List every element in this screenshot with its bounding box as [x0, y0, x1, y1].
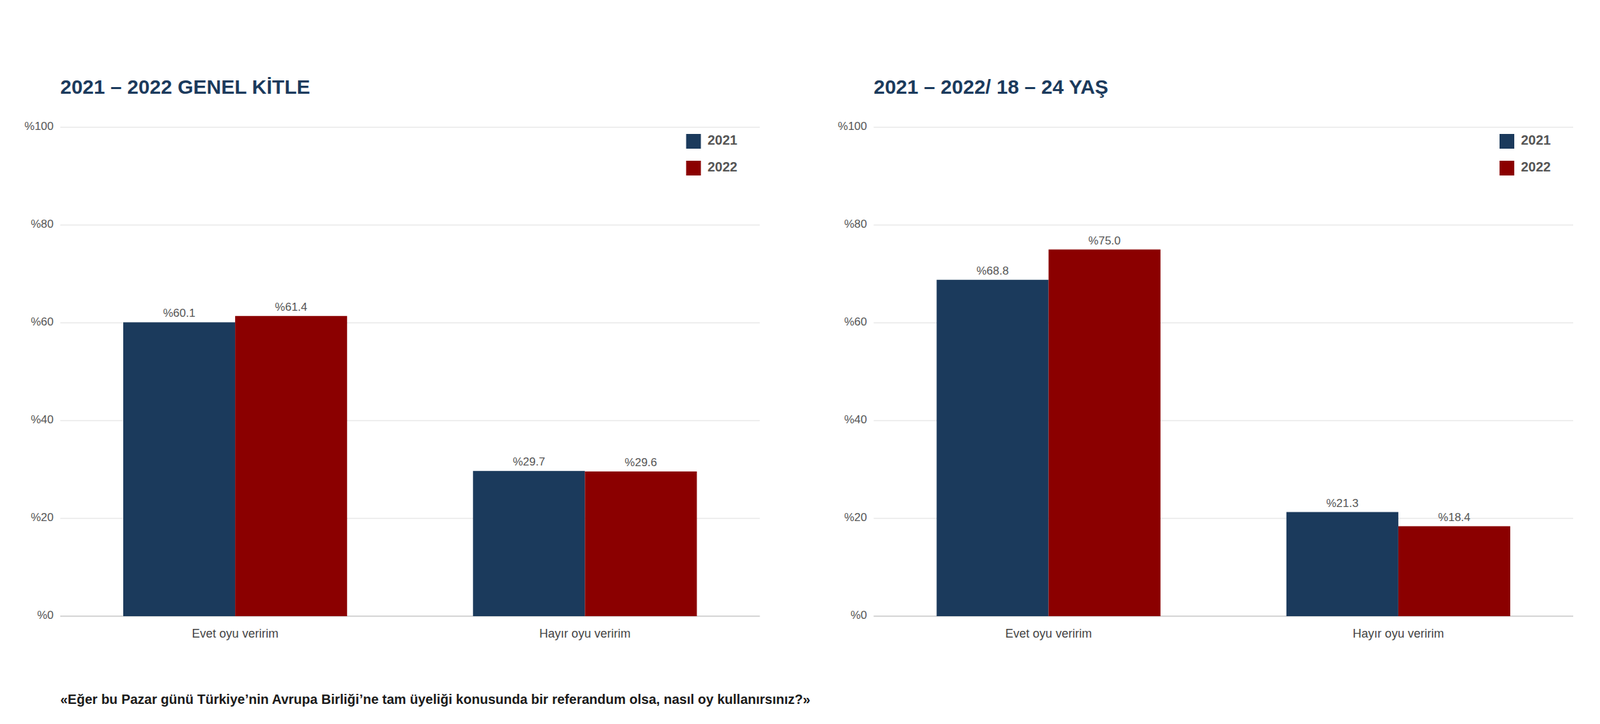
legend-label: 2022 [707, 159, 739, 175]
x-tick-label: Hayır oyu veririm [1352, 626, 1444, 641]
data-labels: %60.1 %61.4 %29.7 %29.6 [162, 300, 658, 469]
panel: 2021 – 2022 GENEL KİTLE %0 %20 %40 %60 %80 %10… [24, 75, 761, 641]
chart-root: 2021 – 2022 GENEL KİTLE %0 %20 %40 %60 %80 %10… [0, 0, 1600, 724]
background [0, 0, 1600, 724]
bars [123, 316, 697, 617]
legend-swatch [686, 160, 702, 176]
data-label: %68.8 [976, 264, 1009, 278]
legend-label: 2021 [707, 132, 739, 148]
y-tick-label: %80 [30, 217, 54, 231]
data-label: %75.0 [1088, 234, 1121, 248]
bar [472, 470, 585, 617]
bar [123, 322, 236, 617]
data-labels: %68.8 %75.0 %21.3 %18.4 [976, 234, 1471, 524]
y-tick-label: %40 [843, 413, 867, 426]
bar [584, 471, 697, 617]
y-tick-label: %20 [843, 511, 867, 524]
y-tick-label: %60 [30, 315, 54, 329]
data-label: %61.4 [275, 300, 308, 314]
grid-line [874, 225, 1574, 226]
bar [235, 316, 347, 617]
data-label: %18.4 [1437, 511, 1471, 524]
grid-line [60, 127, 761, 128]
legend: 2021 2022 [1499, 132, 1552, 176]
y-tick-label: %20 [30, 511, 54, 524]
bar [1286, 512, 1399, 617]
bar [1398, 526, 1511, 617]
legend-label: 2022 [1520, 159, 1552, 175]
legend-swatch [1499, 160, 1515, 176]
x-tick-label: Evet oyu veririm [1005, 626, 1092, 641]
chart-title: 2021 – 2022 GENEL KİTLE [60, 75, 311, 98]
bars [936, 249, 1511, 617]
data-label: %60.1 [162, 306, 195, 320]
data-label: %29.7 [513, 455, 546, 469]
data-label: %29.6 [624, 456, 658, 469]
y-tick-label: %0 [36, 608, 54, 622]
data-label: %21.3 [1326, 496, 1359, 510]
y-tick-label: %80 [843, 217, 867, 231]
y-tick-label: %100 [837, 119, 867, 133]
grid-line [874, 127, 1574, 128]
y-tick-label: %40 [30, 413, 54, 426]
y-tick-label: %100 [24, 119, 54, 133]
legend-swatch [686, 133, 702, 149]
y-tick-label: %60 [843, 315, 867, 329]
legend: 2021 2022 [686, 132, 739, 176]
chart-title: 2021 – 2022/ 18 – 24 YAŞ [874, 75, 1109, 98]
bar [936, 279, 1049, 617]
footer: «Eğer bu Pazar günü Türkiye’nin Avrupa B… [60, 691, 811, 707]
grid-line [60, 225, 761, 226]
x-tick-label: Hayır oyu veririm [539, 626, 631, 641]
legend-label: 2021 [1520, 132, 1552, 148]
y-tick-label: %0 [850, 608, 868, 622]
bar [1048, 249, 1161, 617]
panel: 2021 – 2022/ 18 – 24 YAŞ %0 %20 %40 %60 %80 %1… [837, 75, 1574, 641]
legend-swatch [1499, 133, 1515, 149]
x-tick-label: Evet oyu veririm [192, 626, 279, 641]
